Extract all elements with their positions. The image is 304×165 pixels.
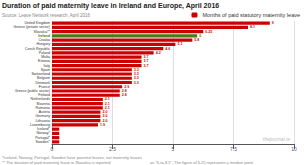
svg-text:Portugal*: Portugal* <box>35 135 50 140</box>
svg-text:2.8: 2.8 <box>121 89 127 93</box>
svg-text:2.5: 2.5 <box>109 146 116 152</box>
svg-text:3.3: 3.3 <box>133 72 139 76</box>
svg-text:Romania: Romania <box>35 105 50 110</box>
svg-text:2.1: 2.1 <box>104 101 110 106</box>
svg-text:Finland: Finland <box>38 93 50 98</box>
svg-text:*Iceland, Norway, Portugal, Sw: *Iceland, Norway, Portugal, Sweden have … <box>2 154 142 160</box>
svg-text:2.0: 2.0 <box>102 114 108 119</box>
svg-text:2.1: 2.1 <box>104 105 110 110</box>
svg-text:3.7: 3.7 <box>143 59 149 64</box>
svg-text:Malta: Malta <box>41 55 50 60</box>
svg-text:3.3: 3.3 <box>134 81 139 85</box>
svg-text:Italy: Italy <box>43 63 50 68</box>
svg-text:1.9: 1.9 <box>100 123 105 127</box>
svg-text:6.25: 6.25 <box>205 30 212 34</box>
svg-text:Slovenia: Slovenia <box>36 101 50 106</box>
svg-text:4.6: 4.6 <box>165 47 170 51</box>
svg-text:Austria: Austria <box>38 110 50 115</box>
svg-text:Estonia: Estonia <box>38 59 50 64</box>
svg-text:5: 5 <box>172 146 175 152</box>
svg-text:Lithuania: Lithuania <box>35 118 50 123</box>
svg-text:Croatia: Croatia <box>38 38 50 43</box>
svg-text:Hungary: Hungary <box>36 42 50 47</box>
svg-text:Poland: Poland <box>38 50 50 55</box>
svg-text:0: 0 <box>51 146 54 152</box>
svg-text:4.2: 4.2 <box>156 51 161 55</box>
svg-text:Sweden*: Sweden* <box>36 140 51 144</box>
svg-text:Months of paid statutory mater: Months of paid statutory maternity leave <box>202 12 300 18</box>
svg-text:as "6-to-8.5". The figure of 6: as "6-to-8.5". The figure of 6.25 repres… <box>150 160 254 165</box>
svg-text:2.1: 2.1 <box>104 97 110 102</box>
svg-text:** The duration of paid matern: ** The duration of paid maternity leave … <box>2 160 110 165</box>
svg-text:8.1: 8.1 <box>250 25 255 29</box>
svg-text:Denmark: Denmark <box>35 80 50 85</box>
svg-text:3.7: 3.7 <box>144 64 149 68</box>
svg-text:Greece (public sector): Greece (public sector) <box>14 89 50 93</box>
svg-text:Germany: Germany <box>35 114 50 119</box>
svg-text:7.5: 7.5 <box>230 146 237 152</box>
svg-text:2.0: 2.0 <box>102 110 108 115</box>
svg-text:9: 9 <box>272 21 274 25</box>
svg-text:Iceland*: Iceland* <box>37 127 50 132</box>
svg-text:Switzerland: Switzerland <box>31 72 50 76</box>
svg-text:5.8: 5.8 <box>194 38 199 42</box>
svg-text:2.8: 2.8 <box>122 93 127 97</box>
svg-text:6: 6 <box>199 34 201 38</box>
svg-text:France: France <box>38 84 50 89</box>
svg-text:10: 10 <box>291 146 297 152</box>
svg-text:United Kingdom: United Kingdom <box>24 21 50 26</box>
svg-text:5.1: 5.1 <box>177 42 182 46</box>
svg-text:Luxembourg: Luxembourg <box>30 122 50 127</box>
svg-text:2.9: 2.9 <box>124 84 130 89</box>
svg-text:3.7: 3.7 <box>143 55 149 60</box>
svg-text:3.3: 3.3 <box>133 67 139 72</box>
svg-text:thejournal.ie: thejournal.ie <box>263 136 290 142</box>
svg-text:3.3: 3.3 <box>133 76 139 81</box>
svg-text:Norway*: Norway* <box>36 131 50 136</box>
svg-text:2.0: 2.0 <box>102 118 108 123</box>
svg-text:Slovakia**: Slovakia** <box>33 29 50 34</box>
svg-text:Czech Republic: Czech Republic <box>24 46 50 51</box>
svg-text:Duration of paid maternity lea: Duration of paid maternity leave in Irel… <box>2 2 219 10</box>
svg-text:Belgium: Belgium <box>37 76 50 81</box>
svg-text:Greece (private sector): Greece (private sector) <box>13 25 50 30</box>
svg-text:Netherlands: Netherlands <box>30 97 50 102</box>
svg-text:Spain: Spain <box>40 67 50 72</box>
svg-text:Ireland: Ireland <box>38 33 50 38</box>
svg-text:Source: Leave Network research: Source: Leave Network research, April 20… <box>2 13 91 18</box>
